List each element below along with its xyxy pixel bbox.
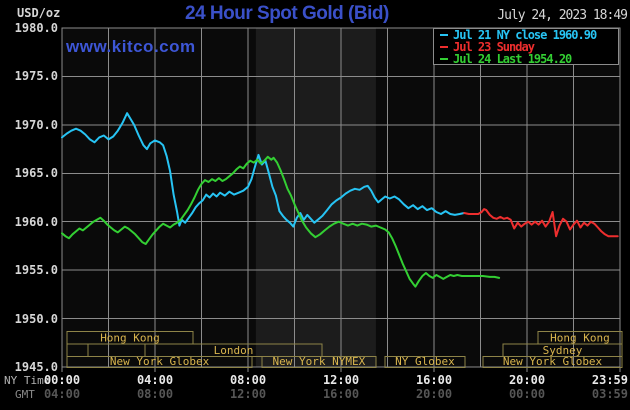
svg-text:Hong Kong: Hong Kong: [550, 332, 610, 345]
page-title: 24 Hour Spot Gold (Bid): [185, 3, 389, 24]
y-tick: 1970.0: [14, 118, 58, 132]
y-axis-units-label: USD/oz: [17, 6, 61, 20]
x-tick-ny: 16:00: [415, 373, 453, 387]
y-tick: 1960.0: [14, 215, 58, 229]
x-tick-gmt: 03:59: [591, 387, 628, 401]
kitco-watermark-link[interactable]: www.kitco.com: [66, 37, 196, 56]
svg-text:New York NYMEX: New York NYMEX: [273, 355, 366, 368]
legend-item-jul23: Jul 23 Sunday: [440, 39, 618, 54]
chart-legend: Jul 21 NY close 1960.90 Jul 23 Sunday Ju…: [433, 27, 619, 66]
legend-line-swatch: [440, 57, 448, 60]
y-tick: 1945.0: [14, 360, 58, 374]
x-tick-gmt: 20:00: [415, 387, 453, 401]
legend-item-label: Jul 21 NY close 1960.90: [453, 27, 597, 42]
x-tick-gmt: 08:00: [136, 387, 174, 401]
x-tick-ny: 08:00: [229, 373, 267, 387]
x-axis-row-label-ny: NY Time: [4, 374, 51, 387]
x-tick-ny: 00:00: [43, 373, 81, 387]
legend-line-swatch: [440, 33, 448, 36]
svg-text:Sydney: Sydney: [543, 344, 583, 357]
legend-item-jul21: Jul 21 NY close 1960.90: [440, 27, 618, 42]
x-tick-ny: 20:00: [508, 373, 546, 387]
x-axis-row-label-gmt: GMT: [15, 388, 35, 401]
legend-item-label: Jul 23 Sunday: [453, 39, 535, 54]
svg-text:Hong Kong: Hong Kong: [100, 332, 160, 345]
svg-text:New York Globex: New York Globex: [503, 355, 603, 368]
y-tick: 1950.0: [14, 312, 58, 326]
y-tick: 1955.0: [14, 263, 58, 277]
y-tick: 1965.0: [14, 166, 58, 180]
y-tick: 1975.0: [14, 69, 58, 83]
svg-text:NY Globex: NY Globex: [395, 355, 455, 368]
timestamp: July 24, 2023 18:49: [497, 8, 628, 23]
x-tick-gmt: 12:00: [229, 387, 267, 401]
x-tick-ny: 04:00: [136, 373, 174, 387]
legend-line-swatch: [440, 45, 448, 48]
legend-item-jul24: Jul 24 Last 1954.20: [440, 51, 618, 66]
x-tick-gmt: 16:00: [322, 387, 360, 401]
legend-item-label: Jul 24 Last 1954.20: [453, 51, 572, 66]
x-tick-ny: 23:59: [591, 373, 628, 387]
x-tick-gmt: 04:00: [43, 387, 81, 401]
y-tick: 1980.0: [14, 21, 58, 35]
svg-text:London: London: [214, 344, 254, 357]
x-tick-ny: 12:00: [322, 373, 360, 387]
x-tick-gmt: 00:00: [508, 387, 546, 401]
svg-text:New York Globex: New York Globex: [110, 355, 210, 368]
